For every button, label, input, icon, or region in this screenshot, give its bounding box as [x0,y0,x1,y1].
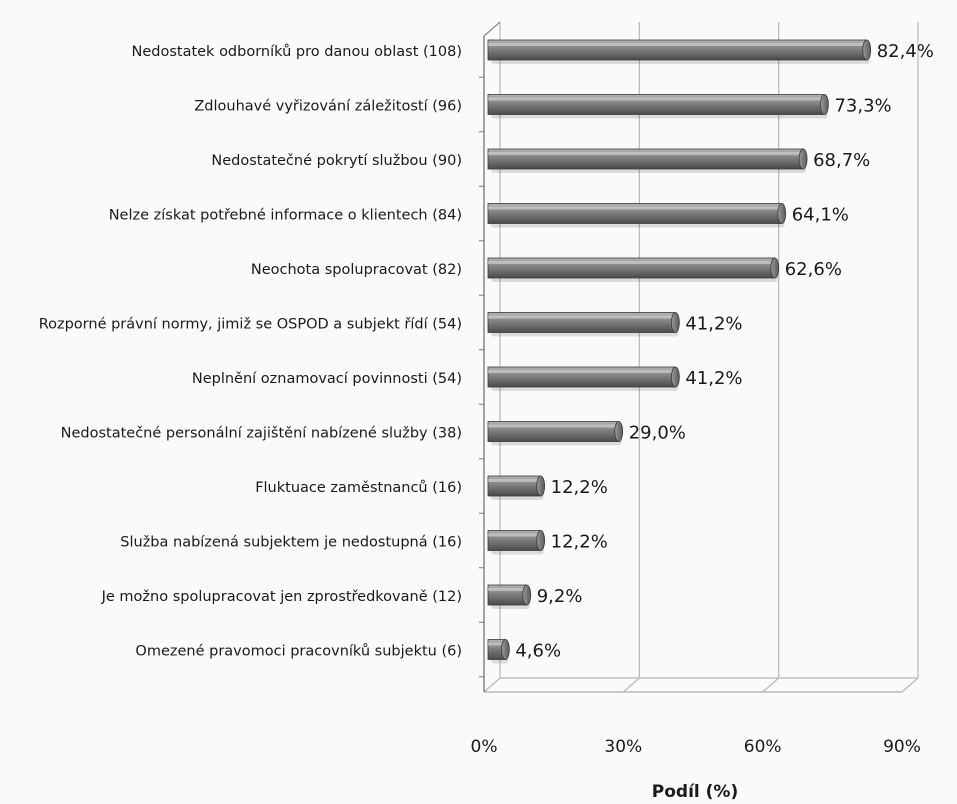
floor-gridline [483,677,501,693]
category-label: Nedostatečné pokrytí službou (90) [211,153,462,169]
data-label: 41,2% [685,368,742,389]
bar [487,584,532,609]
category-label: Omezené pravomoci pracovníků subjektu (6… [135,644,462,660]
bar [487,639,510,664]
x-tick-label: 60% [744,737,782,757]
bar-end-cap [536,475,546,497]
category-label: Nelze získat potřebné informace o klient… [109,208,462,224]
data-label: 64,1% [792,205,849,226]
bar [487,312,680,337]
bar [487,203,787,228]
data-label: 29,0% [629,423,686,444]
data-label: 9,2% [537,586,583,607]
bar-end-cap [670,366,680,388]
bar [487,257,780,282]
x-tick-labels: 0% 30% 60% 90% [471,737,921,757]
bar-end-cap [862,39,872,61]
floor-gridline [622,677,640,693]
data-label: 62,6% [785,259,842,280]
bar-end-cap [500,639,510,660]
gridlines [483,22,919,693]
x-axis-title: Podíl (%) [652,782,738,802]
data-label: 68,7% [813,150,870,171]
bar-end-cap [522,584,532,606]
category-label: Rozporné právní normy, jimiž se OSPOD a … [39,317,462,333]
x-tick-label: 30% [604,737,642,757]
data-label: 4,6% [515,641,561,662]
bars [487,39,872,664]
data-label: 12,2% [551,477,608,498]
bar [487,94,829,119]
bar-end-cap [820,94,829,115]
category-label: Neplnění oznamovací povinnosti (54) [192,371,462,387]
data-label: 12,2% [551,532,608,553]
floor-gridline [901,677,919,693]
bar-end-cap [798,148,808,170]
x-tick-label: 90% [883,737,921,757]
data-label: 41,2% [685,314,742,335]
bar [487,530,546,555]
category-label: Neochota spolupracovat (82) [251,262,462,278]
bar-end-cap [770,257,780,279]
bar-end-cap [536,530,546,551]
category-label: Nedostatečné personální zajištění nabíze… [61,426,462,442]
axes [479,21,902,693]
bar [487,421,624,446]
category-label: Služba nabízená subjektem je nedostupná … [120,535,462,551]
bar-end-cap [614,421,624,442]
bar [487,148,808,173]
category-label: Fluktuace zaměstnanců (16) [255,480,462,496]
bar [487,475,546,500]
x-tick-label: 0% [471,737,498,757]
data-label: 73,3% [834,96,891,117]
wall-top-edge [483,21,501,37]
bar [487,39,872,64]
category-labels: Nedostatek odborníků pro danou oblast (1… [39,44,462,660]
bar-end-cap [670,312,680,333]
bar-end-cap [777,203,787,224]
category-label: Je možno spolupracovat jen zprostředkova… [101,589,462,605]
category-label: Nedostatek odborníků pro danou oblast (1… [131,44,462,60]
data-label: 82,4% [877,41,934,62]
floor-gridline [762,677,780,693]
bar [487,366,680,391]
value-labels: 82,4% 73,3% 68,7% 64,1% 62,6% 41,2% 41,2% 29,0%… [515,41,934,662]
category-label: Zdlouhavé vyřizování záležitostí (96) [194,99,462,115]
